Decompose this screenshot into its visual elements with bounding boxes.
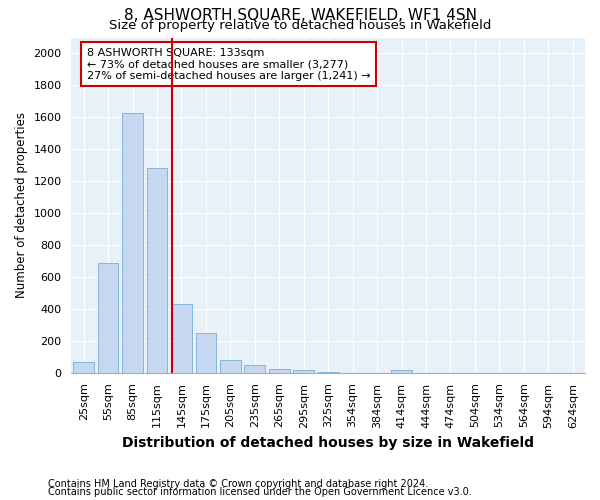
Text: Contains HM Land Registry data © Crown copyright and database right 2024.: Contains HM Land Registry data © Crown c… (48, 479, 428, 489)
Bar (244, 365, 265, 373)
Y-axis label: Number of detached properties: Number of detached properties (15, 112, 28, 298)
Bar (171, 304, 192, 373)
Bar (293, 370, 314, 373)
Bar (98, 262, 118, 373)
Bar (269, 369, 290, 373)
Bar (122, 114, 143, 373)
Bar (196, 334, 217, 373)
Text: 8 ASHWORTH SQUARE: 133sqm
← 73% of detached houses are smaller (3,277)
27% of se: 8 ASHWORTH SQUARE: 133sqm ← 73% of detac… (87, 48, 370, 81)
Bar (146, 168, 167, 373)
Bar (220, 360, 241, 373)
Text: 8, ASHWORTH SQUARE, WAKEFIELD, WF1 4SN: 8, ASHWORTH SQUARE, WAKEFIELD, WF1 4SN (124, 8, 476, 22)
Bar (391, 370, 412, 373)
Text: Contains public sector information licensed under the Open Government Licence v3: Contains public sector information licen… (48, 487, 472, 497)
Text: Size of property relative to detached houses in Wakefield: Size of property relative to detached ho… (109, 18, 491, 32)
Bar (73, 362, 94, 373)
X-axis label: Distribution of detached houses by size in Wakefield: Distribution of detached houses by size … (122, 436, 534, 450)
Bar (318, 372, 338, 373)
